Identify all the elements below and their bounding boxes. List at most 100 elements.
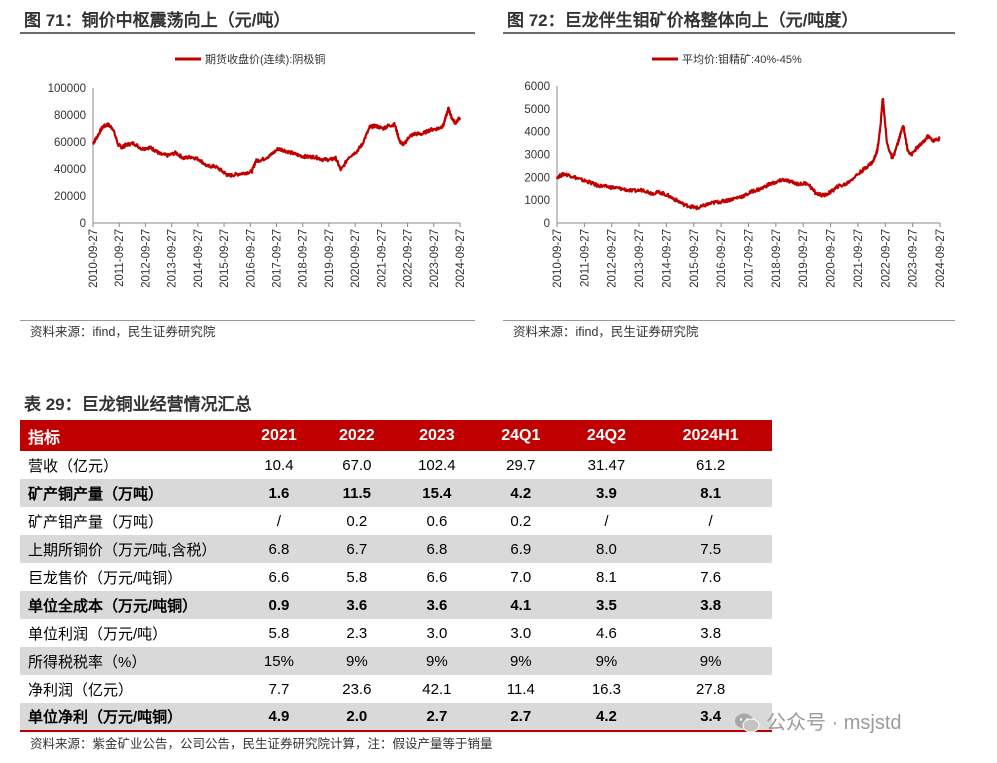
- table-cell: 27.8: [696, 680, 726, 698]
- table-cell: 2.0: [317, 703, 396, 732]
- table-cell: 0.2: [346, 512, 368, 530]
- table-cell: 净利润（亿元）: [28, 681, 134, 699]
- legend-label: 平均价:钼精矿:40%-45%: [682, 52, 802, 66]
- x-tick-label: 2011-09-27: [114, 229, 126, 287]
- x-tick-label: 2012-09-27: [140, 229, 152, 288]
- table-cell: 巨龙售价（万元/吨铜）: [28, 569, 183, 587]
- table-cell: 4.2: [563, 703, 650, 732]
- table-cell: 16.3: [591, 680, 622, 698]
- table-cell: 7.6: [700, 568, 722, 586]
- table-cell: 8.0: [563, 535, 650, 563]
- table-cell: 0.9: [240, 591, 318, 619]
- y-tick-label: 6000: [524, 81, 550, 93]
- x-tick-label: 2022-09-27: [403, 229, 415, 288]
- table-cell: 3.8: [649, 591, 772, 619]
- table-cell: 9%: [563, 647, 650, 675]
- x-tick-label: 2018-09-27: [298, 229, 310, 288]
- table-cell: 15.4: [395, 479, 478, 507]
- table-cell: 8.1: [596, 568, 617, 586]
- table-row: 营收（亿元） 10.4 67.0 102.4 29.7 31.47 61.2: [20, 451, 772, 479]
- table-cell: 4.9: [240, 703, 318, 732]
- table-row: 净利润（亿元） 7.7 23.6 42.1 11.4 16.3 27.8: [20, 675, 772, 703]
- x-tick-label: 2010-09-27: [552, 229, 564, 288]
- table-cell: 3.0: [510, 624, 532, 642]
- x-tick-label: 2020-09-27: [826, 229, 838, 288]
- x-tick-label: 2021-09-27: [853, 229, 865, 288]
- table-cell: 单位利润（万元/吨）: [28, 625, 168, 643]
- table-header-cell: 24Q2: [563, 420, 650, 451]
- x-tick-label: 2018-09-27: [771, 229, 783, 288]
- y-tick-label: 0: [80, 218, 86, 230]
- x-tick-label: 2014-09-27: [193, 229, 205, 288]
- table-cell: 6.6: [426, 568, 448, 586]
- table-cell: 所得税税率（%）: [20, 647, 240, 675]
- x-tick-label: 2014-09-27: [661, 229, 673, 288]
- table-cell: 9%: [317, 647, 396, 675]
- watermark-text: 公众号 · msjstd: [766, 712, 902, 734]
- table-cell: 1.6: [240, 479, 318, 507]
- series-line: [555, 97, 941, 211]
- x-tick-label: 2023-09-27: [429, 229, 441, 288]
- table-cell: 4.1: [477, 591, 564, 619]
- y-tick-label: 3000: [524, 150, 550, 162]
- table-cell: 23.6: [342, 680, 372, 698]
- table-cell: 5.8: [268, 624, 290, 642]
- table-cell: 7.7: [268, 680, 290, 698]
- x-tick-label: 2013-09-27: [167, 229, 179, 288]
- y-tick-label: 4000: [524, 127, 550, 139]
- table-cell: 6.8: [240, 535, 318, 563]
- x-tick-label: 2015-09-27: [689, 229, 701, 288]
- table-cell: 矿产铜产量（万吨）: [20, 479, 240, 507]
- table-cell: 3.6: [317, 591, 396, 619]
- x-tick-label: 2019-09-27: [798, 229, 810, 288]
- table-cell: 11.4: [506, 680, 535, 698]
- table-cell: 4.2: [477, 479, 564, 507]
- table-cell: 6.6: [268, 568, 290, 586]
- table-row: 巨龙售价（万元/吨铜） 6.6 5.8 6.6 7.0 8.1 7.6: [20, 563, 772, 591]
- y-tick-label: 80000: [54, 110, 86, 122]
- table-cell: 9%: [395, 647, 478, 675]
- table-cell: 9%: [477, 647, 564, 675]
- table-header-cell: 2021: [240, 420, 318, 451]
- table-cell: 42.1: [422, 680, 452, 698]
- y-tick-label: 100000: [48, 83, 86, 95]
- x-tick-label: 2024-09-27: [935, 229, 947, 288]
- x-tick-label: 2011-09-27: [579, 229, 591, 287]
- table-row: 矿产铜产量（万吨） 1.6 11.5 15.4 4.2 3.9 8.1: [20, 479, 772, 507]
- table-header-cell: 2023: [395, 420, 478, 451]
- legend: 期货收盘价(连续):阴极铜: [175, 52, 325, 66]
- table-cell: 3.9: [563, 479, 650, 507]
- x-tick-label: 2020-09-27: [350, 229, 362, 288]
- x-tick-label: 2024-09-27: [455, 229, 467, 288]
- table-cell: 3.5: [563, 591, 650, 619]
- figure-71-source: 资料来源：ifind，民生证券研究院: [20, 320, 475, 342]
- table-row: 所得税税率（%） 15% 9% 9% 9% 9% 9%: [20, 647, 772, 675]
- table-cell: 单位净利（万元/吨铜）: [20, 703, 240, 732]
- table-cell: 3.6: [395, 591, 478, 619]
- table-header-cell: 2022: [317, 420, 396, 451]
- x-tick-label: 2017-09-27: [744, 229, 756, 288]
- table-cell: 6.7: [317, 535, 396, 563]
- table-cell: 2.3: [346, 624, 368, 642]
- series-line: [91, 106, 462, 178]
- legend: 平均价:钼精矿:40%-45%: [652, 52, 802, 66]
- table-row: 单位净利（万元/吨铜） 4.9 2.0 2.7 2.7 4.2 3.4: [20, 703, 772, 732]
- x-tick-label: 2015-09-27: [219, 229, 231, 288]
- x-tick-label: 2013-09-27: [634, 229, 646, 288]
- x-tick-label: 2010-09-27: [88, 229, 100, 288]
- x-tick-label: 2019-09-27: [324, 229, 336, 288]
- table-cell: 4.6: [596, 624, 617, 642]
- table-header-row: 指标 2021 2022 2023 24Q1 24Q2 2024H1: [20, 420, 772, 451]
- operations-summary-table: 指标 2021 2022 2023 24Q1 24Q2 2024H1 营收（亿元） 10.4 6…: [20, 420, 772, 732]
- y-tick-label: 20000: [54, 191, 86, 203]
- table-cell: 3.0: [426, 624, 448, 642]
- table-header-cell: 指标: [20, 420, 240, 451]
- table-cell: 2.7: [395, 703, 478, 732]
- table-row: 上期所铜价（万元/吨,含税） 6.8 6.7 6.8 6.9 8.0 7.5: [20, 535, 772, 563]
- table-cell: 6.8: [395, 535, 478, 563]
- x-tick-label: 2023-09-27: [908, 229, 920, 288]
- y-tick-label: 0: [544, 218, 550, 230]
- table-source: 资料来源：紫金矿业公告，公司公告，民生证券研究院计算，注：假设产量等于销量: [30, 737, 493, 751]
- y-tick-label: 1000: [524, 195, 550, 207]
- table-cell: 矿产钼产量（万吨）: [28, 513, 164, 531]
